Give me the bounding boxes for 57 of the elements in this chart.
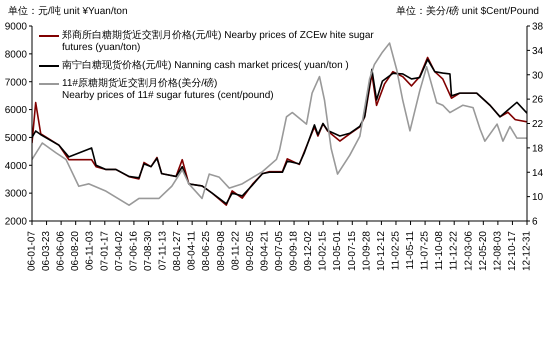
x-tick-label: 11-02-25 [390,230,402,270]
y2-tick-label: 6 [532,216,538,228]
x-tick-label: 09-07-05 [274,230,285,272]
x-tick-label: 11-07-25 [420,230,431,270]
y2-axis-title: 单位：美分/磅 unit $Cent/Pound [396,4,539,18]
y-tick-label: 9000 [4,22,28,33]
x-tick-label: 09-09-18 [288,230,300,272]
y-tick-label: 8000 [4,49,28,60]
legend-label: 11#原糖期货近交割月价格(美分/磅) Nearby prices of 11# sugar futures (cent/pound) [62,78,274,102]
x-tick-label: 06-06-06 [56,230,67,272]
x-tick-label: 08-04-11 [186,230,198,270]
y2-tick-label: 22 [532,119,544,130]
x-tick-label: 11-10-08 [434,230,446,270]
legend-label: 南宁白糖现货价格(元/吨) Nanning cash market prices( yuan/ton ) [62,60,349,72]
y2-tick-label: 14 [532,168,544,179]
y2-tick-label: 10 [532,192,544,204]
x-tick-label: 10-07-15 [346,230,358,272]
y-tick-label: 7000 [4,77,28,88]
x-tick-label: 06-03-23 [41,230,52,272]
x-tick-label: 09-02-05 [244,230,256,272]
x-tick-label: 11-12-22 [448,230,460,270]
x-tick-label: 08-01-27 [172,230,184,272]
x-tick-label: 08-11-22 [230,230,242,270]
x-tick-label: 07-11-13 [158,230,169,270]
x-tick-label: 10-12-12 [376,230,387,272]
y2-tick-label: 18 [532,143,544,154]
y-tick-label: 2000 [4,216,28,228]
x-tick-label: 11-05-11 [405,230,416,270]
y-tick-label: 4000 [4,160,28,172]
x-tick-label: 12-03-06 [463,230,474,272]
y2-tick-label: 34 [532,46,544,57]
y2-tick-label: 26 [532,94,544,106]
y-tick-label: 5000 [4,132,28,144]
y2-tick-label: 30 [532,70,544,82]
x-tick-label: 07-04-02 [114,230,125,272]
x-tick-label: 12-10-17 [506,230,518,272]
y-tick-label: 6000 [4,105,28,116]
x-tick-label: 10-09-28 [361,230,372,272]
x-tick-label: 08-06-25 [201,230,212,272]
legend-label: 郑商所白糖期货近交割月价格(元/吨) Nearby prices of ZCEw hite sugar futures (yuan/ton) [62,30,375,54]
x-tick-label: 10-02-15 [318,230,329,272]
y2-tick-label: 38 [532,22,544,33]
x-tick-label: 07-06-16 [128,230,140,272]
y-axis-title: 单位：元/吨 unit ¥Yuan/ton [8,4,128,18]
x-tick-label: 07-08-30 [142,230,154,272]
x-tick-label: 12-05-20 [478,230,489,272]
x-tick-label: 06-08-20 [70,230,82,272]
x-tick-label: 12-08-03 [492,230,504,272]
x-tick-label: 07-01-17 [99,230,110,272]
x-tick-label: 06-01-07 [26,230,38,272]
x-tick-label: 10-05-01 [332,230,344,272]
x-tick-label: 09-04-21 [259,230,270,272]
y-tick-label: 3000 [4,188,28,200]
x-tick-label: 09-12-02 [303,230,314,272]
x-tick-label: 08-09-08 [216,230,227,272]
x-tick-label: 06-11-03 [84,230,96,270]
x-tick-label: 12-12-31 [522,230,532,272]
